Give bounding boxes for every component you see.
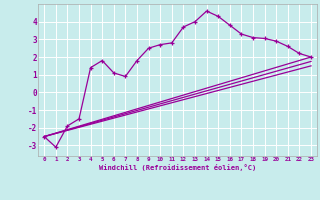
X-axis label: Windchill (Refroidissement éolien,°C): Windchill (Refroidissement éolien,°C) xyxy=(99,164,256,171)
